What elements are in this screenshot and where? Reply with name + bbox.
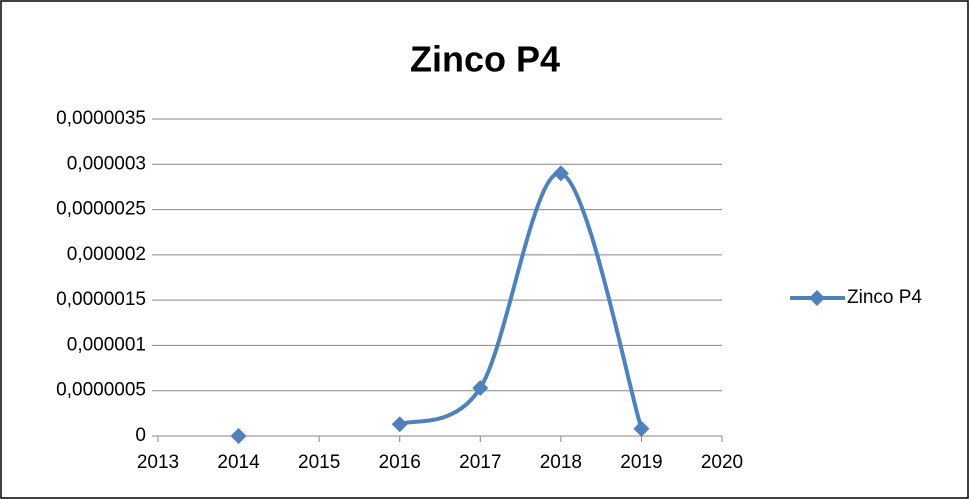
legend-marker [809,290,825,306]
y-tick-label: 0,0000025 [56,199,146,220]
y-tick-label: 0,000002 [67,244,146,265]
point-marker [472,379,489,396]
y-tick-label: 0 [135,425,146,446]
x-tick-label: 2014 [217,452,260,473]
x-tick-label: 2015 [298,452,340,473]
legend-label: Zinco P4 [847,287,922,308]
point-marker [552,165,569,182]
point-marker [391,416,408,433]
point-marker [230,428,247,444]
y-tick-label: 0,000001 [67,334,146,355]
y-tick-label: 0,0000015 [56,289,146,310]
series-line [397,171,644,431]
y-tick-label: 0,0000005 [56,380,146,401]
x-tick-label: 2013 [137,452,179,473]
x-tick-label: 2017 [459,452,501,473]
x-tick-label: 2018 [540,452,582,473]
x-tick-label: 2019 [620,452,662,473]
point-marker [633,420,650,437]
y-tick-label: 0,0000035 [56,108,146,129]
y-tick-label: 0,000003 [67,153,146,174]
x-tick-label: 2020 [701,452,743,473]
chart-title: Zinco P4 [410,39,560,80]
x-tick-label: 2016 [379,452,421,473]
